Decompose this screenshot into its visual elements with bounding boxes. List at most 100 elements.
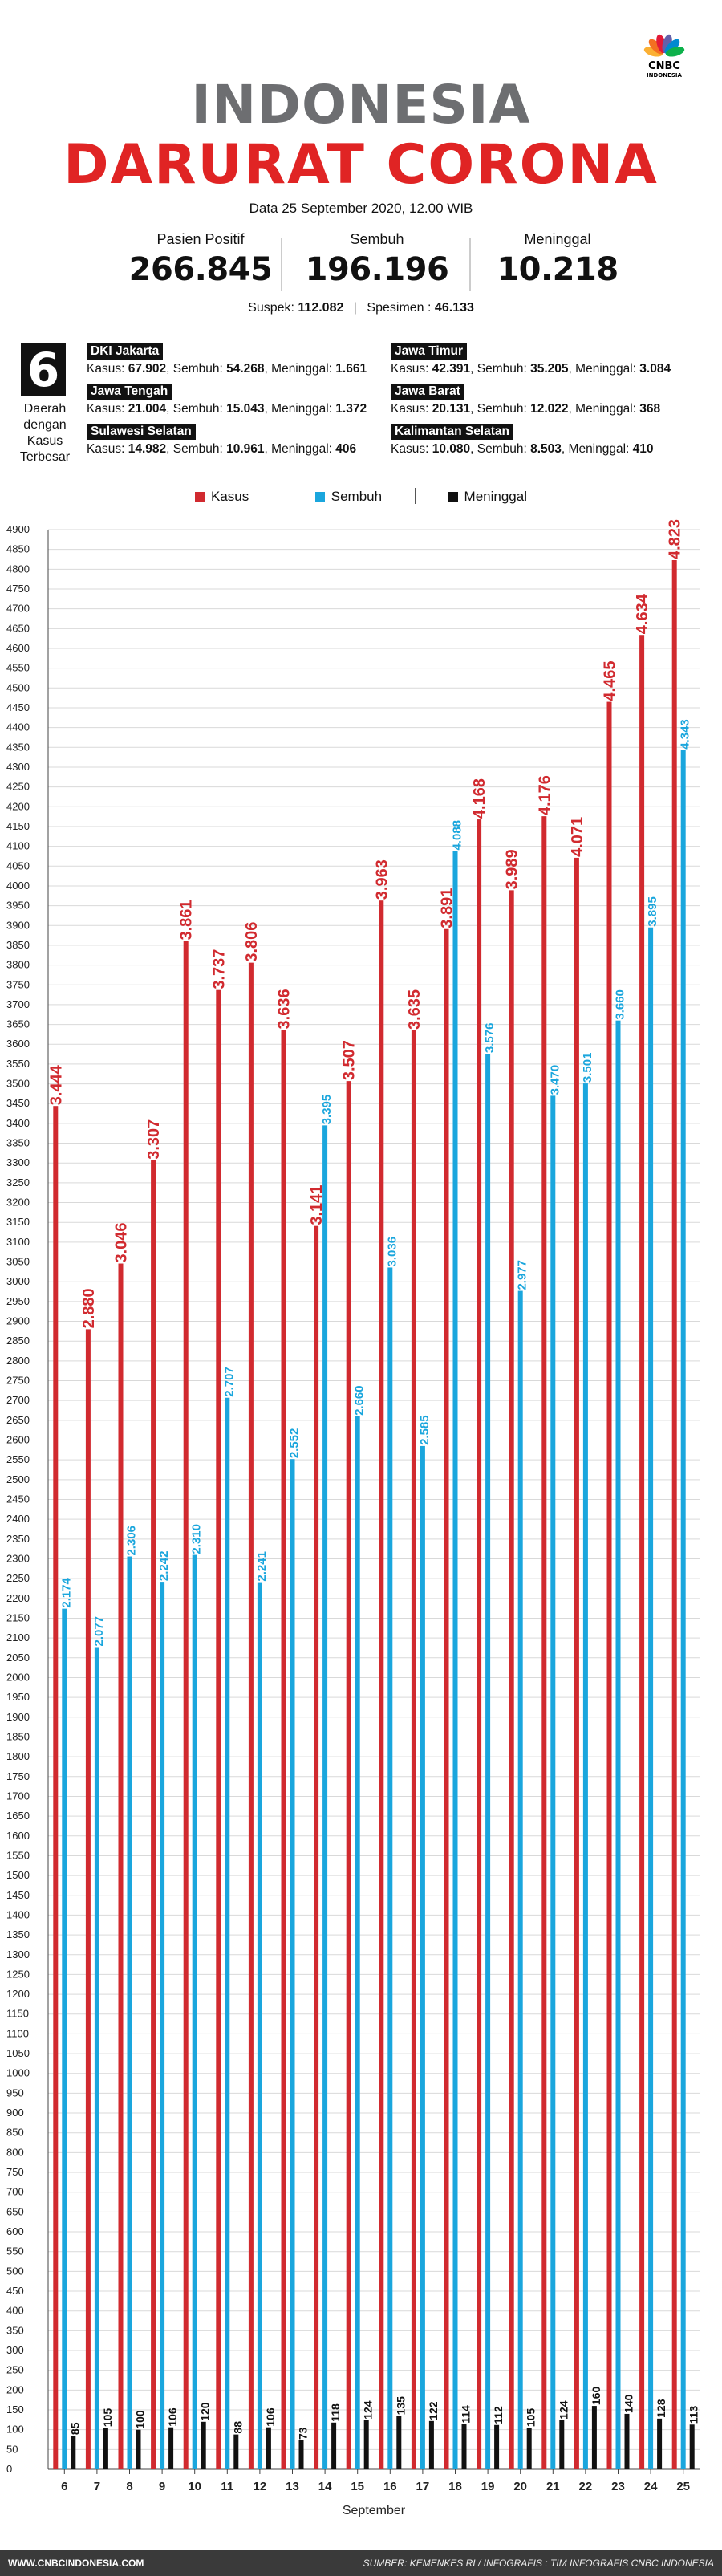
data-label-sembuh: 2.077 (92, 1616, 106, 1647)
legend-swatch-kasus (195, 492, 205, 502)
y-tick-label: 2100 (6, 1631, 30, 1644)
stat-positif-label: Pasien Positif (156, 231, 245, 247)
bar-meninggal (331, 2422, 337, 2469)
bar-sembuh (225, 1397, 230, 2469)
bar-meninggal (363, 2420, 369, 2469)
data-label-sembuh: 2.306 (125, 1526, 139, 1556)
stat-sembuh-value: 196.196 (305, 251, 449, 288)
y-tick-label: 1850 (6, 1730, 30, 1742)
y-tick-label: 3400 (6, 1117, 30, 1129)
data-label-kasus: 3.861 (178, 900, 196, 940)
y-tick-label: 3950 (6, 900, 30, 912)
x-tick-label: 22 (579, 2480, 593, 2493)
region-count-badge: 6 (21, 343, 66, 396)
footer-website: WWW.CNBCINDONESIA.COM (8, 2558, 144, 2569)
bar-kasus (314, 1225, 319, 2469)
y-tick-label: 3100 (6, 1236, 30, 1248)
y-tick-label: 3750 (6, 978, 30, 990)
y-tick-label: 4800 (6, 563, 30, 575)
y-tick-label: 3350 (6, 1137, 30, 1149)
y-tick-label: 2550 (6, 1453, 30, 1465)
data-label-kasus: 3.635 (406, 989, 424, 1030)
y-tick-label: 3250 (6, 1176, 30, 1188)
y-tick-label: 3500 (6, 1078, 30, 1090)
data-label-meninggal: 105 (525, 2408, 537, 2428)
x-tick-label: 20 (513, 2480, 527, 2493)
y-tick-label: 2700 (6, 1394, 30, 1406)
legend-swatch-sembuh (314, 492, 325, 502)
data-label-sembuh: 3.576 (483, 1023, 497, 1054)
bar-sembuh (420, 1445, 425, 2469)
data-label-sembuh: 3.395 (320, 1095, 334, 1125)
x-tick-label: 6 (61, 2480, 67, 2493)
y-tick-label: 300 (6, 2344, 24, 2356)
bar-sembuh (127, 1556, 132, 2469)
y-tick-label: 2950 (6, 1295, 30, 1307)
y-tick-label: 1000 (6, 2067, 30, 2079)
bar-sembuh (517, 1290, 523, 2469)
y-tick-label: 4100 (6, 840, 30, 852)
bar-sembuh (192, 1554, 197, 2469)
y-tick-label: 500 (6, 2265, 24, 2277)
y-tick-label: 2800 (6, 1355, 30, 1367)
y-tick-label: 3850 (6, 939, 30, 951)
stat-meninggal-value: 10.218 (497, 251, 619, 288)
y-tick-label: 800 (6, 2146, 24, 2158)
data-label-kasus: 4.168 (471, 778, 489, 819)
data-label-meninggal: 100 (134, 2410, 147, 2429)
y-tick-label: 4450 (6, 701, 30, 713)
stat-divider (281, 238, 282, 291)
bar-kasus (151, 1160, 156, 2469)
y-tick-label: 1250 (6, 1968, 30, 1980)
data-label-sembuh: 3.036 (385, 1237, 399, 1267)
y-tick-label: 2600 (6, 1434, 30, 1446)
region-name: Jawa Timur (391, 343, 468, 360)
x-tick-label: 23 (611, 2480, 625, 2493)
y-tick-label: 1800 (6, 1750, 30, 1762)
region-values: Kasus: 10.080, Sembuh: 8.503, Meninggal:… (391, 442, 654, 456)
bar-meninggal (266, 2427, 271, 2469)
y-tick-label: 4250 (6, 781, 30, 793)
y-tick-label: 3600 (6, 1038, 30, 1050)
y-tick-label: 600 (6, 2225, 24, 2237)
y-tick-label: 1950 (6, 1691, 30, 1703)
y-tick-label: 2450 (6, 1493, 30, 1505)
y-tick-label: 100 (6, 2424, 24, 2436)
data-label-sembuh: 2.242 (157, 1551, 171, 1582)
region-item: Jawa Timur Kasus: 42.391, Sembuh: 35.205,… (391, 343, 712, 376)
data-label-kasus: 4.176 (536, 775, 554, 815)
data-label-kasus: 3.636 (276, 989, 294, 1029)
x-tick-label: 24 (644, 2480, 658, 2493)
region-name: Sulawesi Selatan (87, 424, 196, 440)
data-label-kasus: 3.046 (113, 1222, 131, 1262)
data-label-kasus: 4.465 (602, 661, 619, 701)
y-tick-label: 2650 (6, 1414, 30, 1426)
bar-kasus (346, 1081, 351, 2469)
data-label-sembuh: 3.660 (614, 989, 627, 1020)
bar-meninggal (494, 2424, 500, 2469)
y-tick-label: 2850 (6, 1335, 30, 1347)
data-label-meninggal: 105 (101, 2408, 114, 2428)
bar-sembuh (648, 927, 654, 2469)
y-tick-label: 250 (6, 2364, 24, 2376)
data-label-meninggal: 113 (688, 2405, 700, 2424)
y-tick-label: 750 (6, 2166, 24, 2178)
y-tick-label: 850 (6, 2127, 24, 2139)
bar-sembuh (387, 1267, 393, 2469)
bar-sembuh (160, 1582, 165, 2469)
y-tick-label: 4000 (6, 880, 30, 892)
footer-source: SUMBER: KEMENKES RI / INFOGRAFIS : TIM I… (363, 2558, 714, 2569)
bar-sembuh (582, 1083, 588, 2469)
data-label-meninggal: 106 (264, 2407, 277, 2427)
y-tick-label: 350 (6, 2324, 24, 2336)
y-tick-label: 1700 (6, 1790, 30, 1802)
y-tick-label: 2200 (6, 1592, 30, 1604)
bar-kasus (411, 1030, 416, 2469)
y-tick-label: 2750 (6, 1375, 30, 1387)
y-tick-label: 4550 (6, 662, 30, 674)
suspek-value: 112.082 (298, 301, 344, 315)
bar-kasus (216, 989, 221, 2469)
y-tick-label: 4750 (6, 583, 30, 595)
data-label-kasus: 3.963 (373, 859, 391, 900)
stat-meninggal-label: Meninggal (524, 231, 591, 247)
